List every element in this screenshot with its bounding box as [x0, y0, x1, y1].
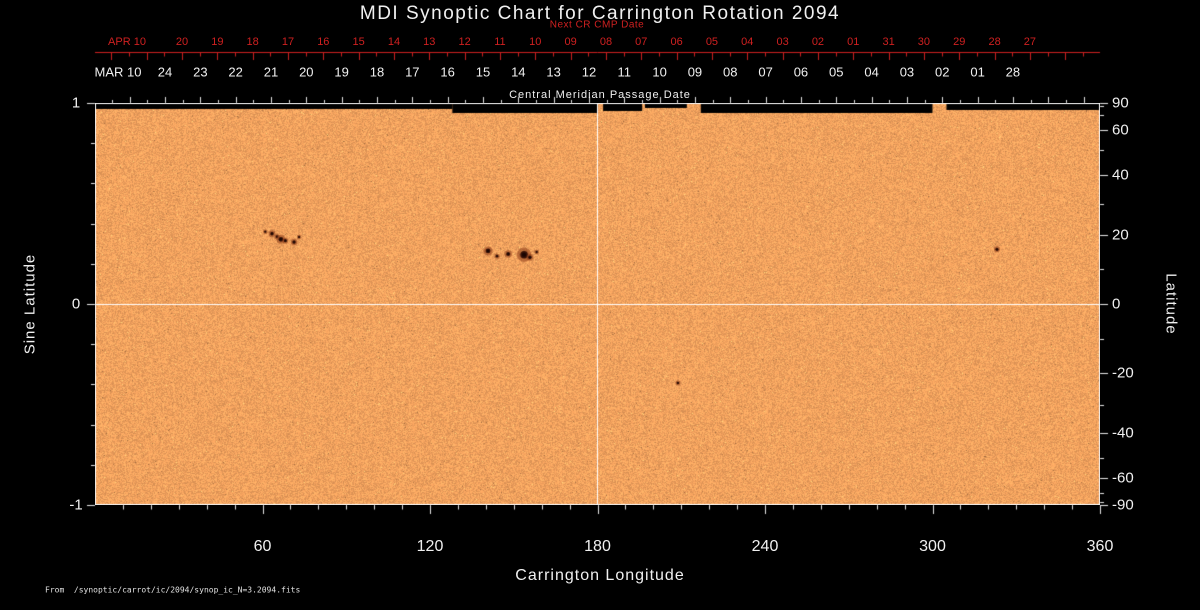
synoptic-map-canvas: [95, 103, 1100, 505]
next-cr-date-label: 29: [953, 36, 966, 48]
cmp-date-label: 04: [864, 64, 879, 80]
longitude-tick-label: 60: [253, 538, 272, 555]
next-cr-month-label: APR 10: [108, 36, 146, 48]
cmp-date-label: 14: [511, 64, 526, 80]
x-axis-label: Carrington Longitude: [515, 567, 685, 584]
cmp-date-label: 18: [369, 64, 385, 80]
next-cr-date-label: 27: [1023, 36, 1037, 48]
cmp-date-label: 09: [687, 64, 703, 80]
latitude-tick-label: 90: [1112, 94, 1129, 112]
cmp-date-label: 02: [935, 64, 950, 80]
next-cr-date-label: 02: [811, 36, 825, 48]
next-cr-date-label: 11: [494, 36, 506, 48]
cmp-date-label: 12: [581, 64, 597, 80]
next-cr-date-label: 17: [281, 36, 295, 48]
sine-latitude-tick-label: 1: [71, 94, 81, 112]
cmp-date-label: 05: [829, 64, 844, 80]
cmp-date-label: 08: [723, 64, 738, 80]
latitude-tick-label: -40: [1112, 424, 1134, 442]
sine-latitude-tick-label: 0: [71, 295, 81, 313]
cmp-date-label: 17: [405, 64, 420, 80]
next-cr-date-label: 18: [246, 36, 259, 48]
cmp-date-label: 22: [228, 64, 243, 80]
next-cr-date-label: 15: [352, 36, 365, 48]
next-cr-date-label: 06: [670, 36, 683, 48]
longitude-tick-label: 360: [1086, 538, 1114, 555]
cmp-date-label: 15: [475, 64, 491, 80]
cmp-date-label: 19: [334, 64, 349, 80]
longitude-tick-label: 180: [584, 538, 611, 555]
cmp-date-label: 24: [157, 64, 173, 80]
y-axis-label-left: Sine Latitude: [21, 253, 39, 355]
longitude-tick-label: 240: [751, 538, 779, 555]
cmp-date-label: 03: [899, 64, 915, 80]
sine-latitude-tick-label: -1: [69, 496, 83, 514]
latitude-tick-label: 40: [1112, 166, 1129, 184]
cmp-month-label: MAR 10: [94, 64, 142, 80]
cmp-date-label: 10: [652, 64, 667, 80]
chart-title: MDI Synoptic Chart for Carrington Rotati…: [359, 3, 841, 24]
next-cr-cmp-label: Next CR CMP Date: [549, 19, 645, 31]
cmp-date-label: 06: [793, 64, 809, 80]
next-cr-date-label: 08: [599, 36, 613, 48]
latitude-tick-label: -20: [1112, 364, 1134, 382]
next-cr-date-label: 20: [175, 36, 189, 48]
cmp-axis-title: Central Meridian Passage Date: [509, 89, 691, 101]
cmp-date-label: 21: [263, 64, 279, 80]
cmp-date-label: 07: [758, 64, 773, 80]
latitude-tick-label: 20: [1112, 226, 1129, 244]
next-cr-date-label: 04: [741, 36, 754, 48]
next-cr-date-label: 07: [635, 36, 648, 48]
latitude-tick-label: -60: [1112, 469, 1134, 487]
cmp-date-label: 01: [970, 64, 985, 80]
latitude-tick-label: 60: [1112, 121, 1129, 139]
cmp-date-label: 13: [546, 64, 561, 80]
y-axis-label-right: Latitude: [1162, 273, 1180, 335]
next-cr-date-label: 05: [705, 36, 719, 48]
longitude-tick-label: 120: [416, 538, 444, 555]
next-cr-date-label: 14: [387, 36, 401, 48]
next-cr-date-label: 28: [988, 36, 1001, 48]
latitude-tick-label: -90: [1112, 496, 1134, 514]
cmp-date-label: 23: [193, 64, 208, 80]
longitude-tick-label: 300: [919, 538, 946, 555]
next-cr-date-label: 31: [882, 36, 895, 48]
next-cr-date-label: 10: [529, 36, 542, 48]
cmp-date-label: 28: [1005, 64, 1021, 80]
next-cr-date-label: 01: [847, 36, 860, 48]
latitude-tick-label: 0: [1112, 295, 1121, 313]
next-cr-date-label: 13: [423, 36, 436, 48]
next-cr-date-label: 19: [211, 36, 224, 48]
cmp-date-label: 20: [299, 64, 314, 80]
source-file-path: From /synoptic/carrot/ic/2094/synop_ic_N…: [45, 585, 301, 595]
next-cr-date-label: 16: [317, 36, 330, 48]
cmp-date-label: 16: [440, 64, 455, 80]
next-cr-date-label: 30: [917, 36, 931, 48]
next-cr-date-label: 03: [776, 36, 789, 48]
next-cr-date-label: 12: [458, 36, 471, 48]
cmp-date-label: 11: [617, 64, 632, 80]
next-cr-date-label: 09: [564, 36, 577, 48]
